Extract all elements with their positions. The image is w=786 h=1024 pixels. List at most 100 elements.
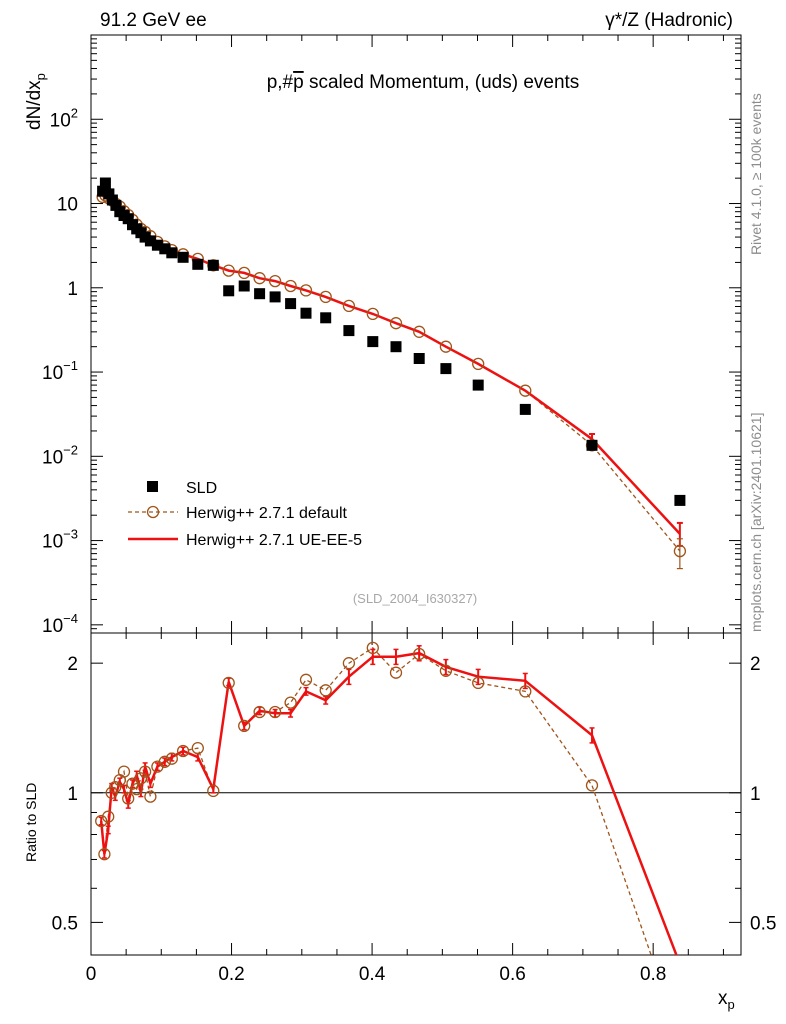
- ratio-default-point: [176, 744, 190, 758]
- default-point: [222, 264, 235, 277]
- default-point: [472, 357, 485, 371]
- legend-default-marker: [146, 505, 160, 519]
- ratio-default-point: [472, 676, 485, 690]
- legend-sld-label: SLD: [186, 480, 217, 497]
- x-tick-label: 0: [86, 964, 97, 985]
- sld-point: [413, 353, 425, 364]
- x-tick-label: 0.6: [499, 964, 525, 985]
- sld-point: [472, 379, 484, 391]
- legend-sld-marker: [147, 481, 158, 492]
- sld-point: [192, 258, 204, 270]
- sld-point: [390, 341, 402, 353]
- ratio-x-ticks: 0 0.2 0.4 0.6 0.8: [86, 633, 724, 985]
- plot-title: p,#p scaled Momentum, (uds) events: [267, 72, 580, 93]
- default-point: [342, 299, 356, 313]
- sld-point: [103, 188, 115, 200]
- sld-point: [223, 285, 235, 297]
- sld-point: [238, 280, 250, 292]
- default-point: [519, 384, 532, 397]
- ratio-default-point: [299, 673, 313, 686]
- ratio-default-point: [98, 848, 111, 861]
- sld-point: [269, 291, 281, 303]
- sld-point: [440, 363, 452, 375]
- main-y-tick-label: 10−3: [42, 527, 78, 553]
- analysis-watermark: (SLD_2004_I630327): [353, 591, 477, 606]
- sld-point: [144, 235, 156, 247]
- header-energy-label: 91.2 GeV ee: [100, 10, 207, 31]
- ratio-plot-frame: [90, 632, 742, 956]
- ratio-ueee5-line: [99, 651, 678, 955]
- ratio-y-tick-label: 1: [67, 784, 78, 805]
- main-y-tick-label: 10−1: [42, 358, 78, 384]
- sld-point: [97, 185, 109, 197]
- main-y-tick-label: 10−4: [42, 611, 78, 637]
- main-y-ticks: 10−4 10−3 10−2 10−1 1 10 102: [42, 34, 741, 637]
- sld-point: [166, 247, 178, 259]
- main-y-tick-label: 10−2: [42, 442, 78, 468]
- ratio-y-ticks: 0.5 0.5 1 1 2 2: [52, 654, 777, 934]
- ratio-y-axis-label: Ratio to SLD: [23, 783, 39, 862]
- default-point: [284, 279, 297, 293]
- sld-point: [207, 259, 219, 271]
- rivet-version-label: Rivet 4.1.0, ≥ 100k events: [748, 93, 764, 255]
- sld-point: [110, 199, 122, 211]
- ratio-default-point: [519, 685, 532, 698]
- x-tick-label: 0.8: [640, 964, 666, 985]
- main-y-axis-label: dN/dxp: [24, 73, 48, 130]
- legend-ueee5-label: Herwig++ 2.7.1 UE-EE-5: [186, 532, 362, 549]
- ratio-default-point: [122, 792, 135, 805]
- ratio-default-point: [165, 752, 178, 765]
- ratio-y-tick-label: 2: [67, 654, 78, 675]
- sld-point: [367, 336, 379, 348]
- ratio-y-tick-label-right: 2: [750, 654, 761, 675]
- default-point: [389, 317, 403, 330]
- default-point: [268, 274, 282, 288]
- main-y-tick-label: 102: [50, 105, 78, 131]
- default-point: [299, 284, 313, 297]
- main-x-ticks: [90, 35, 724, 633]
- sld-point: [300, 307, 312, 319]
- sld-point: [99, 177, 111, 189]
- sld-point: [519, 403, 531, 415]
- sld-point: [254, 288, 266, 300]
- ratio-y-tick-label-right: 1: [750, 784, 761, 805]
- ratio-default-point: [342, 657, 356, 670]
- ratio-default-point: [134, 772, 148, 785]
- ratio-default-point: [222, 676, 235, 690]
- mcplots-credit-label: mcplots.cern.ch [arXiv:2401.10621]: [748, 413, 764, 632]
- sld-point: [320, 312, 332, 324]
- sld-point: [159, 243, 171, 255]
- ratio-default-point: [191, 741, 204, 755]
- default-point: [439, 340, 453, 353]
- ratio-y-tick-label: 0.5: [52, 913, 78, 934]
- default-point: [413, 325, 426, 338]
- sld-point: [343, 325, 355, 337]
- ratio-default-point: [439, 664, 453, 677]
- default-point: [673, 544, 687, 558]
- sld-point: [151, 239, 163, 251]
- ratio-default-point: [585, 779, 599, 792]
- ratio-y-tick-label-right: 0.5: [750, 913, 776, 934]
- x-tick-label: 0.2: [218, 964, 244, 985]
- x-axis-label: xp: [718, 988, 735, 1012]
- ratio-default-point: [158, 755, 171, 768]
- main-y-tick-label: 1: [67, 279, 78, 300]
- ratio-default-point: [207, 784, 220, 798]
- default-point: [366, 307, 379, 321]
- ratio-default-point: [413, 647, 426, 661]
- ratio-default-line: [100, 647, 652, 955]
- legend: SLD Herwig++ 2.7.1 default Herwig++ 2.7.…: [128, 480, 362, 549]
- ratio-default-point: [253, 705, 266, 719]
- ratio-default-point: [284, 696, 297, 709]
- sld-point: [674, 494, 686, 506]
- sld-point: [177, 251, 189, 263]
- ratio-default-point: [268, 705, 282, 719]
- default-point: [253, 272, 266, 285]
- legend-default-label: Herwig++ 2.7.1 default: [186, 505, 348, 522]
- ratio-default-point: [102, 810, 115, 823]
- default-point: [319, 290, 332, 304]
- ratio-default-point: [366, 641, 379, 655]
- sld-point: [586, 439, 598, 451]
- default-point: [238, 266, 251, 280]
